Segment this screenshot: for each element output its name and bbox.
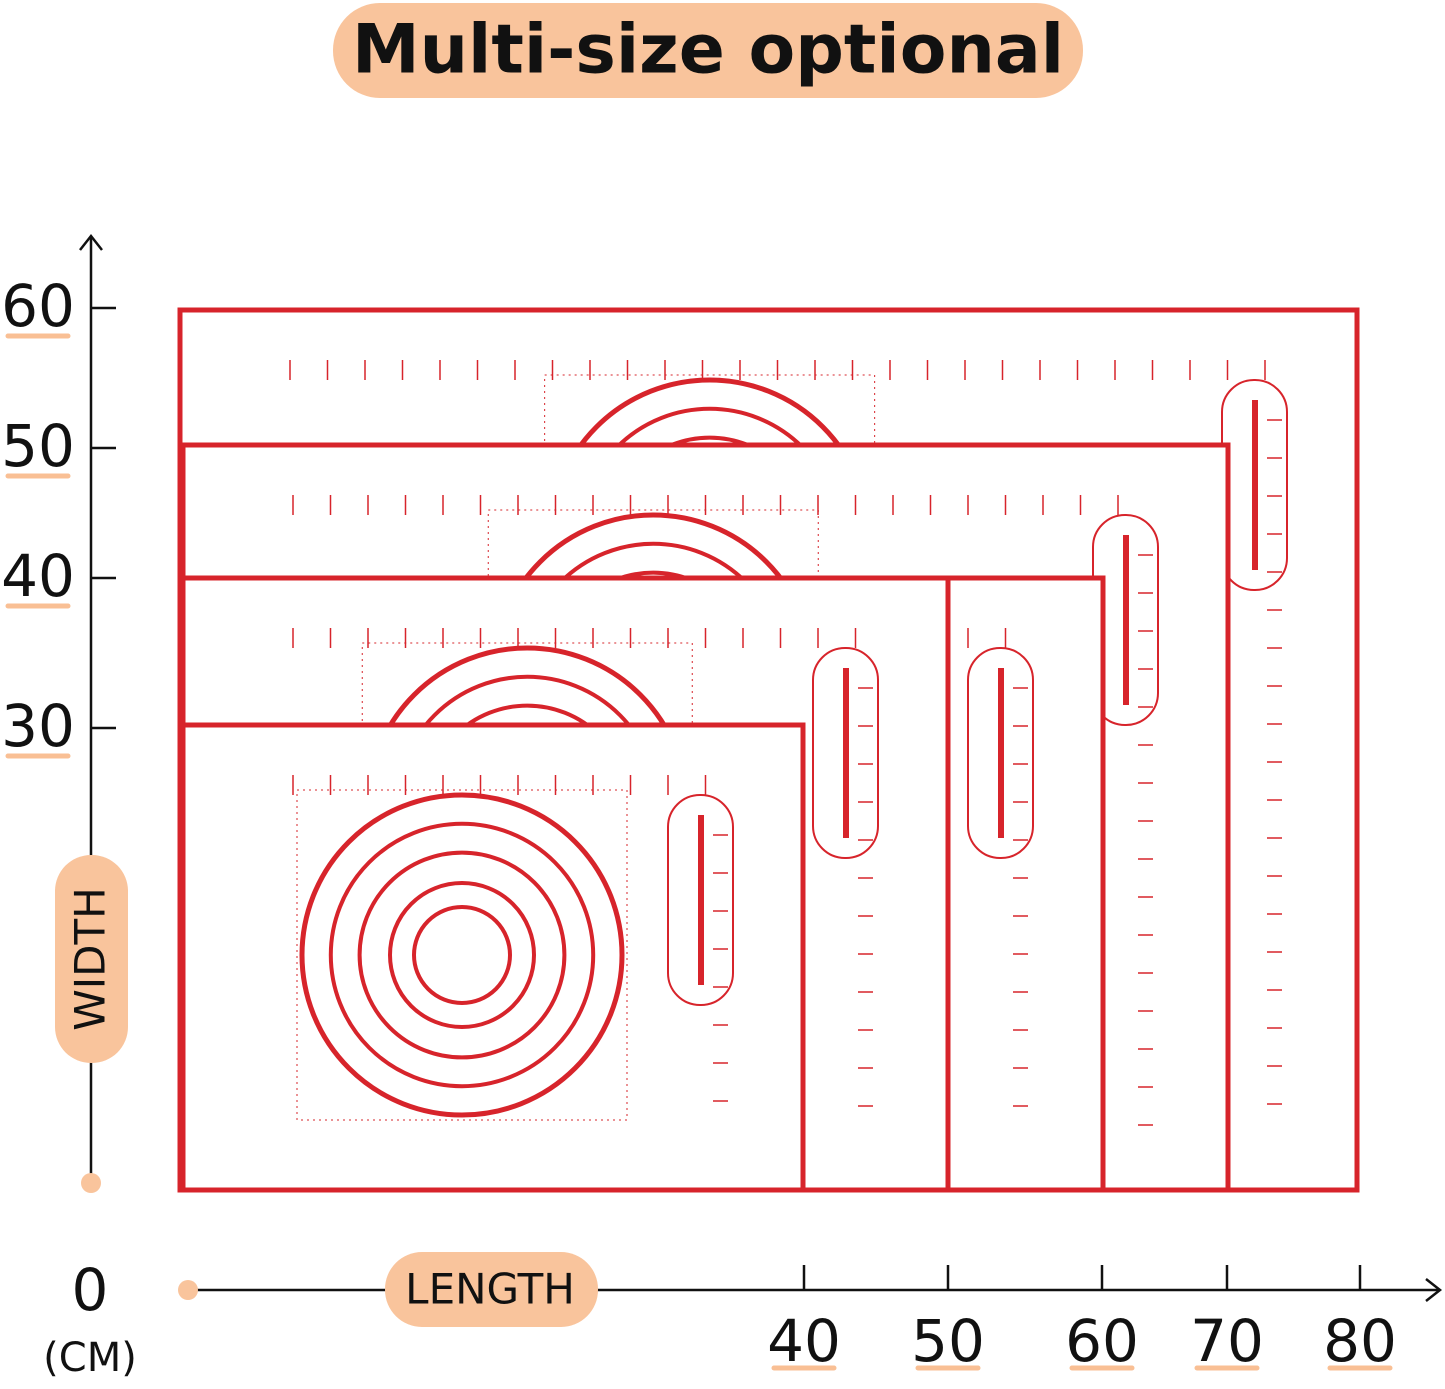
width-pill [55, 855, 128, 1063]
unit-label: (CM) [43, 1335, 137, 1381]
thermometer [667, 794, 734, 1006]
thermometer [967, 647, 1034, 859]
guide-circle [328, 821, 596, 1089]
y-tick-label: 40 [1, 542, 75, 610]
x-tick-label: 80 [1323, 1307, 1397, 1375]
origin-label: 0 [72, 1256, 109, 1324]
y-tick-label: 50 [1, 412, 75, 480]
guide-circle [299, 792, 625, 1118]
length-pill [385, 1252, 598, 1327]
x-arrow [1425, 1278, 1443, 1302]
mat [180, 722, 806, 1193]
guide-circle [412, 905, 512, 1005]
x-origin-dot [178, 1280, 198, 1300]
y-axis-label: WIDTH [66, 887, 115, 1031]
thermometer [812, 647, 879, 859]
x-tick-label: 70 [1190, 1307, 1264, 1375]
y-origin-dot [81, 1173, 101, 1193]
y-tick-label: 30 [1, 692, 75, 760]
mats [177, 307, 1360, 1193]
y-tick-label: 60 [1, 272, 75, 340]
x-tick-label: 50 [911, 1307, 985, 1375]
y-arrow [79, 233, 103, 251]
guide-circle [388, 881, 536, 1029]
title: Multi-size optional [352, 11, 1064, 90]
x-axis-label: LENGTH [405, 1265, 575, 1314]
x-tick-label: 60 [1065, 1307, 1139, 1375]
guide-circle [357, 850, 567, 1060]
x-tick-label: 40 [767, 1307, 841, 1375]
title-pill [333, 3, 1083, 98]
